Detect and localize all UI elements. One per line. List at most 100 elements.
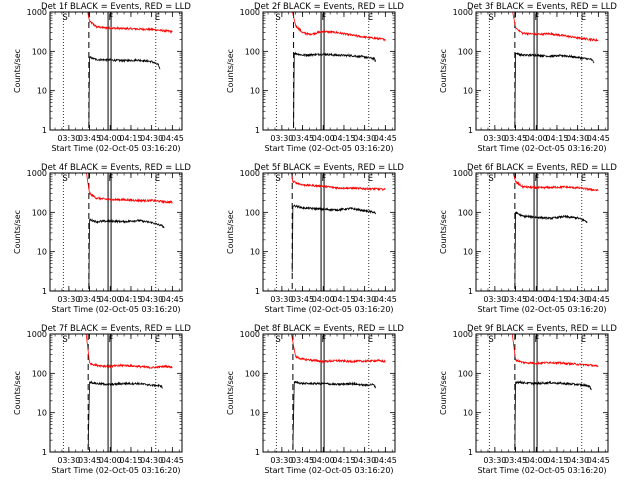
- panel-det-4: Det 4f BLACK = Events, RED = LLD Counts/s…: [13, 163, 191, 314]
- x-tick-label: 04:45: [587, 295, 610, 304]
- x-tick-label: 04:15: [332, 456, 355, 465]
- x-tick-label: 04:30: [353, 456, 376, 465]
- lld-series-line: [86, 173, 173, 205]
- x-tick-label: 03:45: [504, 295, 527, 304]
- x-tick-label: 04:45: [374, 134, 397, 143]
- events-series-line: [291, 204, 377, 273]
- plot-frame: [475, 333, 609, 453]
- marker-label-S: S: [62, 13, 67, 23]
- y-tick-label: 10: [250, 87, 260, 96]
- marker-label-E: E: [581, 335, 586, 345]
- plot-frame: [475, 172, 609, 292]
- x-tick-label: 04:00: [525, 134, 548, 143]
- x-axis-label: Start Time (02-Oct-05 03:16:20): [51, 466, 180, 475]
- x-tick-label: 04:00: [99, 295, 122, 304]
- x-tick-label: 04:45: [374, 456, 397, 465]
- marker-label-E: E: [155, 335, 160, 345]
- x-tick-label: 03:45: [291, 134, 314, 143]
- plot-frame: [49, 333, 183, 453]
- x-tick-label: 04:15: [545, 134, 568, 143]
- marker-label-F: F: [109, 13, 114, 23]
- y-tick-label: 1000: [27, 330, 47, 339]
- lld-series-line: [87, 12, 173, 34]
- x-tick-label: 04:30: [140, 134, 163, 143]
- y-tick-label: 1: [255, 448, 260, 457]
- panel-det-6: Det 6f BLACK = Events, RED = LLD Counts/s…: [439, 163, 617, 314]
- y-tick-label: 100: [458, 47, 473, 56]
- y-tick-label: 1: [468, 287, 473, 296]
- x-tick-label: 03:45: [504, 456, 527, 465]
- x-tick-label: 04:15: [332, 134, 355, 143]
- x-tick-label: 04:45: [587, 134, 610, 143]
- marker-label-S: S: [62, 335, 67, 345]
- panel-title: Det 9f BLACK = Events, RED = LLD: [467, 324, 617, 334]
- x-tick-label: 03:45: [291, 295, 314, 304]
- y-axis-label: Counts/sec: [13, 371, 22, 415]
- y-tick-label: 1000: [240, 169, 260, 178]
- y-tick-label: 10: [463, 87, 473, 96]
- marker-label-F: F: [109, 335, 114, 345]
- x-tick-label: 04:30: [566, 295, 589, 304]
- panel-det-3: Det 3f BLACK = Events, RED = LLD Counts/s…: [439, 2, 617, 153]
- marker-label-S: S: [488, 13, 493, 23]
- x-tick-label: 04:15: [119, 456, 142, 465]
- marker-label-F: F: [322, 13, 327, 23]
- marker-label-E: E: [368, 13, 373, 23]
- y-axis-label: Counts/sec: [226, 49, 235, 93]
- x-axis-label: Start Time (02-Oct-05 03:16:20): [477, 305, 606, 314]
- x-axis-label: Start Time (02-Oct-05 03:16:20): [51, 305, 180, 314]
- y-tick-label: 1: [42, 287, 47, 296]
- y-axis-label: Counts/sec: [439, 371, 448, 415]
- plot-frame: [262, 172, 396, 292]
- plot-frame: [475, 11, 609, 131]
- x-axis-label: Start Time (02-Oct-05 03:16:20): [264, 466, 393, 475]
- lld-series-line: [291, 334, 386, 364]
- y-axis-label: Counts/sec: [439, 210, 448, 254]
- y-tick-label: 100: [32, 208, 47, 217]
- y-tick-label: 10: [37, 248, 47, 257]
- events-series-line: [293, 51, 377, 127]
- y-tick-label: 1000: [453, 330, 473, 339]
- marker-label-F: F: [109, 174, 114, 184]
- marker-label-S: S: [62, 174, 67, 184]
- x-tick-label: 04:15: [119, 134, 142, 143]
- y-tick-label: 100: [458, 369, 473, 378]
- y-tick-label: 100: [458, 208, 473, 217]
- x-tick-label: 04:00: [312, 134, 335, 143]
- x-tick-label: 03:30: [57, 295, 80, 304]
- marker-label-E: E: [581, 13, 586, 23]
- x-tick-label: 04:00: [312, 456, 335, 465]
- y-tick-label: 1: [468, 126, 473, 135]
- y-tick-label: 1: [42, 448, 47, 457]
- y-tick-label: 100: [245, 208, 260, 217]
- y-axis-label: Counts/sec: [226, 371, 235, 415]
- y-axis-label: Counts/sec: [226, 210, 235, 254]
- y-axis-label: Counts/sec: [439, 49, 448, 93]
- x-tick-label: 04:15: [545, 295, 568, 304]
- x-tick-label: 04:00: [99, 134, 122, 143]
- panel-title: Det 2f BLACK = Events, RED = LLD: [254, 2, 404, 12]
- panel-det-2: Det 2f BLACK = Events, RED = LLD Counts/s…: [226, 2, 404, 153]
- marker-label-S: S: [275, 13, 280, 23]
- marker-label-F: F: [322, 335, 327, 345]
- x-tick-label: 04:15: [119, 295, 142, 304]
- x-tick-label: 03:30: [483, 456, 506, 465]
- panel-title: Det 3f BLACK = Events, RED = LLD: [467, 2, 617, 12]
- x-tick-label: 03:30: [270, 295, 293, 304]
- marker-label-F: F: [535, 174, 540, 184]
- y-tick-label: 1000: [453, 169, 473, 178]
- y-tick-label: 10: [250, 409, 260, 418]
- y-tick-label: 1000: [27, 169, 47, 178]
- x-tick-label: 03:30: [483, 134, 506, 143]
- plot-frame: [262, 333, 396, 453]
- panel-det-7: Det 7f BLACK = Events, RED = LLD Counts/s…: [13, 324, 191, 475]
- y-tick-label: 1: [255, 126, 260, 135]
- panel-title: Det 8f BLACK = Events, RED = LLD: [254, 324, 404, 334]
- x-axis-label: Start Time (02-Oct-05 03:16:20): [264, 305, 393, 314]
- y-tick-label: 100: [245, 47, 260, 56]
- x-tick-label: 04:30: [353, 295, 376, 304]
- marker-label-E: E: [368, 335, 373, 345]
- y-axis-label: Counts/sec: [13, 210, 22, 254]
- lld-series-line: [85, 334, 173, 370]
- events-series-line: [514, 380, 592, 449]
